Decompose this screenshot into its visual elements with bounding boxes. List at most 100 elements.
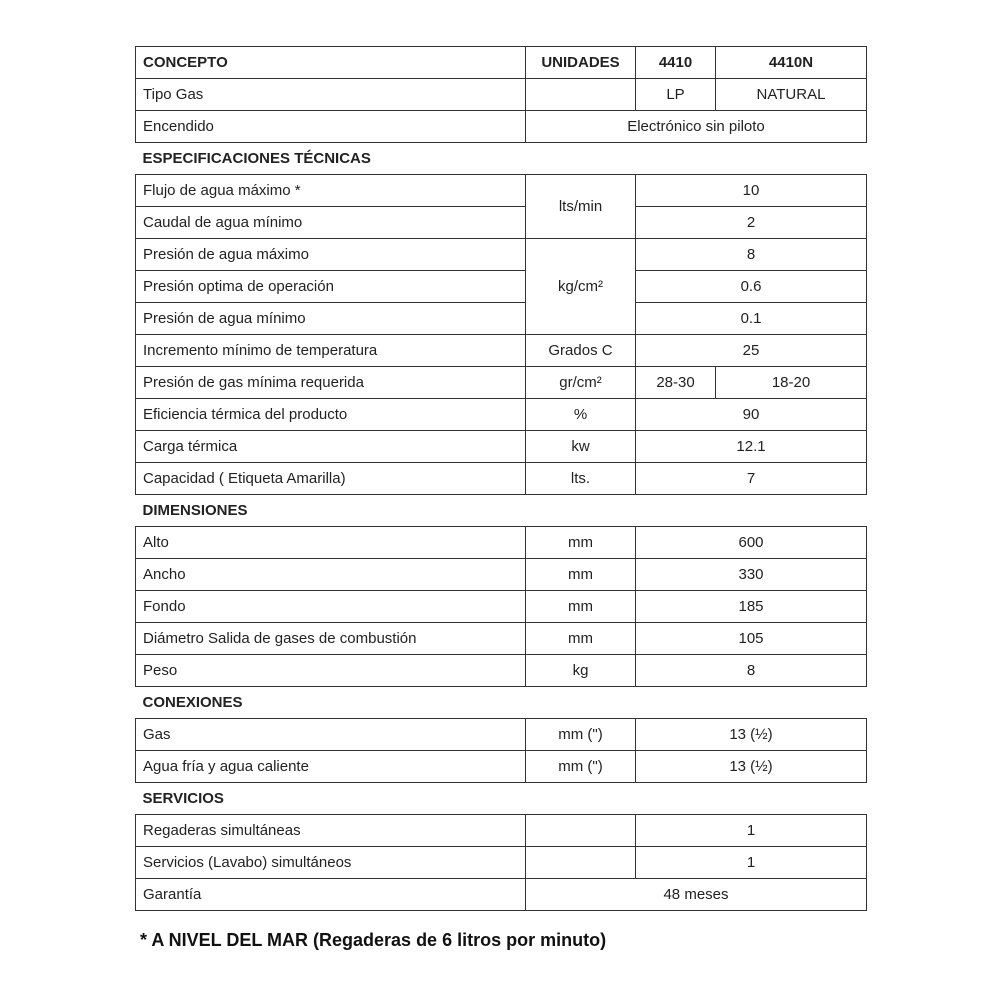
section-title: ESPECIFICACIONES TÉCNICAS xyxy=(142,150,371,167)
row-unit xyxy=(525,78,636,111)
table-row: Diámetro Salida de gases de combustión m… xyxy=(135,622,867,655)
row-unit: mm (") xyxy=(525,718,636,751)
table-row: Fondo mm 185 xyxy=(135,590,867,623)
table-row: Agua fría y agua caliente mm (") 13 (½) xyxy=(135,750,867,783)
row-label: Agua fría y agua caliente xyxy=(135,750,526,783)
row-label: Fondo xyxy=(135,590,526,623)
row-unit: lts. xyxy=(525,462,636,495)
row-value: 8 xyxy=(635,238,867,271)
row-label: Carga térmica xyxy=(135,430,526,463)
row-unit: kw xyxy=(525,430,636,463)
row-unit: lts/min xyxy=(525,174,636,239)
header-model-4410: 4410 xyxy=(635,46,716,79)
row-label: Presión de agua máximo xyxy=(135,238,526,271)
row-value: 185 xyxy=(635,590,867,623)
table-row: Presión de gas mínima requerida gr/cm² 2… xyxy=(135,366,867,399)
row-value: 2 xyxy=(635,206,867,239)
header-concepto: CONCEPTO xyxy=(135,46,526,79)
row-value: 8 xyxy=(635,654,867,687)
row-unit: gr/cm² xyxy=(525,366,636,399)
row-value: 7 xyxy=(635,462,867,495)
row-value: 13 (½) xyxy=(635,750,867,783)
spec-table: CONCEPTO UNIDADES 4410 4410N Tipo Gas LP… xyxy=(135,46,867,911)
row-value: 13 (½) xyxy=(635,718,867,751)
row-label: Gas xyxy=(135,718,526,751)
row-value: 10 xyxy=(635,174,867,207)
row-unit: mm xyxy=(525,622,636,655)
table-row: Encendido Electrónico sin piloto xyxy=(135,110,867,143)
section-title: CONEXIONES xyxy=(142,694,243,711)
table-row: Peso kg 8 xyxy=(135,654,867,687)
table-row: Ancho mm 330 xyxy=(135,558,867,591)
row-unit: mm xyxy=(525,590,636,623)
row-unit: mm xyxy=(525,558,636,591)
row-label: Capacidad ( Etiqueta Amarilla) xyxy=(135,462,526,495)
row-value: 48 meses xyxy=(525,878,867,911)
row-unit: % xyxy=(525,398,636,431)
row-unit: mm xyxy=(525,526,636,559)
row-value: Electrónico sin piloto xyxy=(525,110,867,143)
row-label: Eficiencia térmica del producto xyxy=(135,398,526,431)
row-label: Presión de agua mínimo xyxy=(135,302,526,335)
section-heading: CONEXIONES xyxy=(136,687,867,719)
row-label: Incremento mínimo de temperatura xyxy=(135,334,526,367)
row-value: 0.6 xyxy=(635,270,867,303)
row-value-4410n: 18-20 xyxy=(715,366,867,399)
row-unit: kg/cm² xyxy=(525,238,636,335)
row-value: 105 xyxy=(635,622,867,655)
table-row: Caudal de agua mínimo 2 xyxy=(135,206,867,239)
row-label: Encendido xyxy=(135,110,526,143)
row-value: 1 xyxy=(635,846,867,879)
section-heading: DIMENSIONES xyxy=(136,495,867,527)
table-row: Tipo Gas LP NATURAL xyxy=(135,78,867,111)
row-value: 330 xyxy=(635,558,867,591)
section-title: DIMENSIONES xyxy=(142,502,248,519)
table-row: Presión de agua máximo kg/cm² 8 xyxy=(135,238,867,335)
row-unit: mm (") xyxy=(525,750,636,783)
section-title: SERVICIOS xyxy=(142,790,224,807)
footnote: * A NIVEL DEL MAR (Regaderas de 6 litros… xyxy=(140,930,607,950)
row-label: Flujo de agua máximo * xyxy=(135,174,526,207)
row-label: Peso xyxy=(135,654,526,687)
row-label: Presión de gas mínima requerida xyxy=(135,366,526,399)
row-value-4410n: NATURAL xyxy=(715,78,867,111)
row-unit xyxy=(525,814,636,847)
table-row: Garantía 48 meses xyxy=(135,878,867,911)
header-model-4410n: 4410N xyxy=(715,46,867,79)
row-value-4410: LP xyxy=(635,78,716,111)
table-row: Incremento mínimo de temperatura Grados … xyxy=(135,334,867,367)
row-value: 90 xyxy=(635,398,867,431)
row-label: Alto xyxy=(135,526,526,559)
row-label: Ancho xyxy=(135,558,526,591)
row-unit xyxy=(525,846,636,879)
row-label: Tipo Gas xyxy=(135,78,526,111)
row-label: Diámetro Salida de gases de combustión xyxy=(135,622,526,655)
table-row: Presión de agua mínimo 0.1 xyxy=(135,302,867,335)
table-row: Flujo de agua máximo * lts/min 10 xyxy=(135,174,867,239)
row-unit: Grados C xyxy=(525,334,636,367)
section-heading: ESPECIFICACIONES TÉCNICAS xyxy=(136,143,867,175)
row-value: 12.1 xyxy=(635,430,867,463)
table-row: Eficiencia térmica del producto % 90 xyxy=(135,398,867,431)
row-value-4410: 28-30 xyxy=(635,366,716,399)
header-unidades: UNIDADES xyxy=(525,46,636,79)
table-row: Carga térmica kw 12.1 xyxy=(135,430,867,463)
row-label: Caudal de agua mínimo xyxy=(135,206,526,239)
section-heading: SERVICIOS xyxy=(136,783,867,815)
header-row: CONCEPTO UNIDADES 4410 4410N xyxy=(135,46,867,79)
table-row: Servicios (Lavabo) simultáneos 1 xyxy=(135,846,867,879)
table-row: Presión optima de operación 0.6 xyxy=(135,270,867,303)
row-label: Garantía xyxy=(135,878,526,911)
table-row: Capacidad ( Etiqueta Amarilla) lts. 7 xyxy=(135,462,867,495)
row-value: 0.1 xyxy=(635,302,867,335)
row-label: Regaderas simultáneas xyxy=(135,814,526,847)
row-unit: kg xyxy=(525,654,636,687)
table-row: Regaderas simultáneas 1 xyxy=(135,814,867,847)
row-label: Servicios (Lavabo) simultáneos xyxy=(135,846,526,879)
row-value: 25 xyxy=(635,334,867,367)
table-row: Alto mm 600 xyxy=(135,526,867,559)
row-value: 600 xyxy=(635,526,867,559)
table-row: Gas mm (") 13 (½) xyxy=(135,718,867,751)
row-value: 1 xyxy=(635,814,867,847)
row-label: Presión optima de operación xyxy=(135,270,526,303)
